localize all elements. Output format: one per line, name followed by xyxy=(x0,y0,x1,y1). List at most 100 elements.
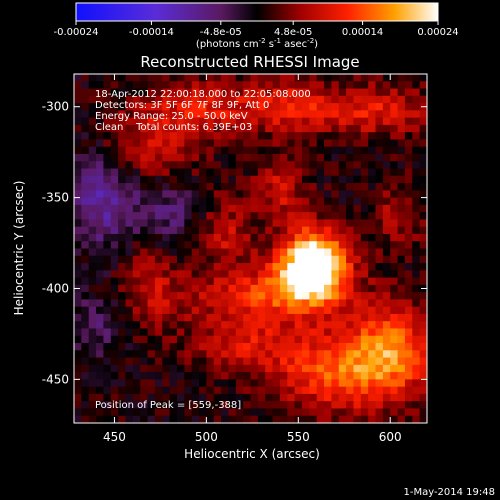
heatmap-cell xyxy=(265,190,274,199)
heatmap-cell xyxy=(191,292,200,300)
heatmap-cell xyxy=(419,313,427,322)
y-axis-label: Heliocentric Y (arcsec) xyxy=(12,181,26,316)
heatmap-cell xyxy=(250,146,259,155)
heatmap-cell xyxy=(346,124,355,133)
heatmap-cell xyxy=(338,292,347,300)
heatmap-cell xyxy=(353,313,362,322)
heatmap-cell xyxy=(103,219,112,228)
heatmap-cell xyxy=(176,372,185,380)
heatmap-cell xyxy=(250,153,259,162)
heatmap-cell xyxy=(162,372,171,380)
heatmap-cell xyxy=(375,233,384,242)
heatmap-cell xyxy=(331,88,340,97)
heatmap-cell xyxy=(110,357,119,366)
heatmap-cell xyxy=(287,321,296,330)
heatmap-cell xyxy=(412,233,421,242)
heatmap-cell xyxy=(125,313,134,322)
heatmap-cell xyxy=(81,263,90,271)
heatmap-cell xyxy=(265,328,274,337)
heatmap-cell xyxy=(404,139,413,148)
heatmap-cell xyxy=(235,255,244,264)
heatmap-cell xyxy=(257,306,266,315)
heatmap-cell xyxy=(250,415,259,423)
heatmap-cell xyxy=(221,88,230,97)
heatmap-cell xyxy=(176,117,185,126)
heatmap-cell xyxy=(243,81,252,90)
heatmap-cell xyxy=(272,74,281,82)
heatmap-cell xyxy=(412,343,421,351)
heatmap-cell xyxy=(184,379,193,388)
heatmap-cell xyxy=(88,197,97,206)
heatmap-cell xyxy=(309,226,318,235)
heatmap-cell xyxy=(331,292,340,300)
heatmap-cell xyxy=(338,321,347,330)
heatmap-cell xyxy=(338,306,347,315)
heatmap-cell xyxy=(382,233,391,242)
heatmap-cell xyxy=(412,372,421,380)
heatmap-cell xyxy=(316,161,325,170)
heatmap-cell xyxy=(250,175,259,184)
heatmap-cell xyxy=(404,284,413,293)
heatmap-cell xyxy=(257,379,266,388)
heatmap-cell xyxy=(199,357,207,366)
heatmap-cell xyxy=(287,299,296,308)
heatmap-cell xyxy=(404,233,413,242)
heatmap-cell xyxy=(287,183,296,191)
heatmap-cell xyxy=(301,357,310,366)
heatmap-cell xyxy=(103,263,112,271)
heatmap-cell xyxy=(287,292,296,300)
heatmap-cell xyxy=(272,146,281,155)
heatmap-cell xyxy=(257,255,266,264)
heatmap-cell xyxy=(184,255,193,264)
heatmap-cell xyxy=(96,343,105,351)
heatmap-cell xyxy=(243,386,252,395)
heatmap-cell xyxy=(419,81,427,90)
heatmap-cell xyxy=(309,175,318,184)
heatmap-cell xyxy=(132,408,141,417)
heatmap-cell xyxy=(154,313,163,322)
heatmap-cell xyxy=(250,284,259,293)
heatmap-cell xyxy=(110,183,119,191)
heatmap-cell xyxy=(221,335,230,344)
heatmap-cell xyxy=(287,226,296,235)
heatmap-cell xyxy=(294,110,303,119)
heatmap-cell xyxy=(368,372,377,380)
heatmap-cell xyxy=(176,379,185,388)
heatmap-cell xyxy=(103,233,112,242)
heatmap-cell xyxy=(228,175,237,184)
heatmap-cell xyxy=(279,132,288,141)
heatmap-cell xyxy=(250,124,259,133)
heatmap-cell xyxy=(279,161,288,170)
heatmap-cell xyxy=(243,175,252,184)
heatmap-cell xyxy=(140,175,149,184)
heatmap-cell xyxy=(324,321,332,330)
heatmap-cell xyxy=(96,88,105,97)
heatmap-cell xyxy=(206,313,215,322)
heatmap-cell xyxy=(419,95,427,104)
heatmap-cell xyxy=(74,88,82,97)
heatmap-cell xyxy=(397,168,406,177)
heatmap-cell xyxy=(88,241,97,250)
heatmap-cell xyxy=(74,139,82,148)
heatmap-cell xyxy=(118,350,127,359)
heatmap-cell xyxy=(272,292,281,300)
heatmap-cell xyxy=(382,204,391,213)
heatmap-cell xyxy=(257,408,266,417)
heatmap-cell xyxy=(272,95,281,104)
heatmap-cell xyxy=(169,95,178,104)
heatmap-cell xyxy=(346,277,355,286)
colorbar-tick-label: 0.00014 xyxy=(342,27,383,38)
heatmap-cell xyxy=(206,335,215,344)
heatmap-cell xyxy=(228,292,237,300)
heatmap-cell xyxy=(140,204,149,213)
heatmap-cell xyxy=(88,161,97,170)
heatmap-cell xyxy=(169,161,178,170)
heatmap-cell xyxy=(331,306,340,315)
heatmap-cell xyxy=(213,183,222,191)
heatmap-cell xyxy=(147,175,156,184)
heatmap-cell xyxy=(346,139,355,148)
heatmap-cell xyxy=(103,306,112,315)
heatmap-cell xyxy=(154,117,163,126)
heatmap-cell xyxy=(257,226,266,235)
heatmap-cell xyxy=(324,372,332,380)
